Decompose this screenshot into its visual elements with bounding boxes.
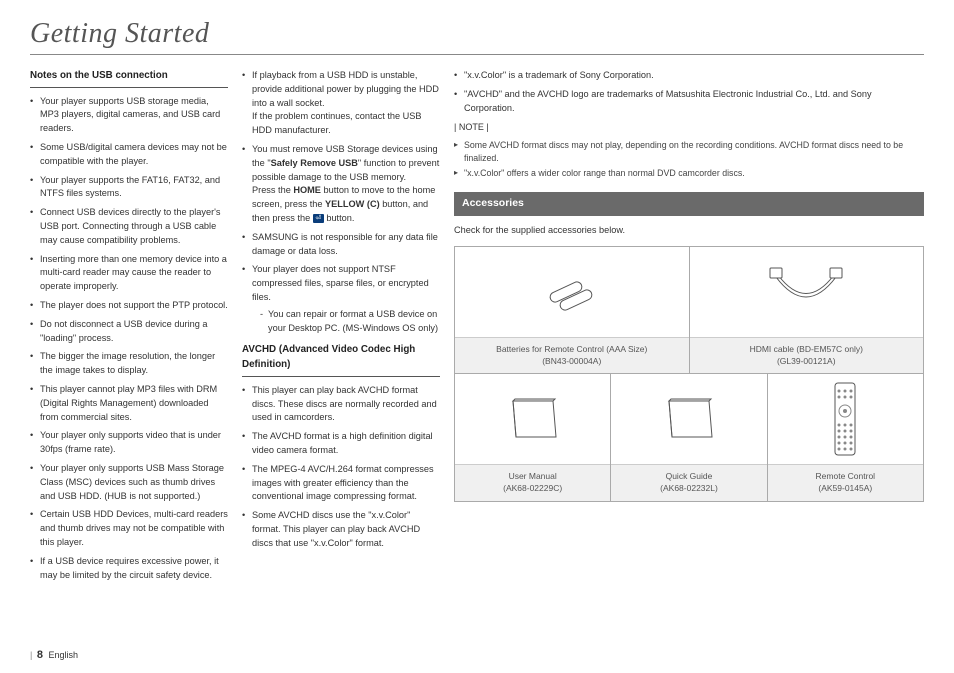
list-item: "x.v.Color" is a trademark of Sony Corpo… bbox=[454, 69, 924, 83]
column-1: Notes on the USB connection Your player … bbox=[30, 69, 228, 587]
list-item: This player cannot play MP3 files with D… bbox=[30, 383, 228, 424]
accessory-code: (AK59-0145A) bbox=[818, 483, 872, 493]
list-item: Some AVCHD format discs may not play, de… bbox=[454, 139, 924, 165]
list-item: "x.v.Color" offers a wider color range t… bbox=[454, 167, 924, 180]
accessory-manual: User Manual (AK68-02229C) bbox=[455, 374, 611, 501]
list-item: If playback from a USB HDD is unstable, … bbox=[242, 69, 440, 138]
usb-list-cont: If playback from a USB HDD is unstable, … bbox=[242, 69, 440, 335]
list-item: Your player does not support NTSF compre… bbox=[242, 263, 440, 335]
accessory-title: User Manual bbox=[509, 471, 557, 481]
accessory-hdmi: HDMI cable (BD-EM57C only) (GL39-00121A) bbox=[690, 247, 924, 374]
accessory-remote: Remote Control (AK59-0145A) bbox=[768, 374, 923, 501]
list-item: Inserting more than one memory device in… bbox=[30, 253, 228, 294]
avchd-list: This player can play back AVCHD format d… bbox=[242, 384, 440, 551]
accessories-intro: Check for the supplied accessories below… bbox=[454, 224, 924, 238]
page-footer: | 8 English bbox=[30, 649, 78, 661]
page-lang: English bbox=[49, 650, 79, 660]
guide-icon bbox=[611, 374, 766, 464]
list-item: The player does not support the PTP prot… bbox=[30, 299, 228, 313]
list-item: Some AVCHD discs use the "x.v.Color" for… bbox=[242, 509, 440, 550]
list-item: The AVCHD format is a high definition di… bbox=[242, 430, 440, 458]
column-2: If playback from a USB HDD is unstable, … bbox=[242, 69, 440, 587]
list-item: You can repair or format a USB device on… bbox=[260, 308, 440, 336]
accessory-code: (BN43-00004A) bbox=[542, 356, 601, 366]
accessory-code: (AK68-02229C) bbox=[503, 483, 562, 493]
list-item: Your player only supports USB Mass Stora… bbox=[30, 462, 228, 503]
usb-list: Your player supports USB storage media, … bbox=[30, 95, 228, 583]
page-number: 8 bbox=[37, 649, 43, 661]
manual-icon bbox=[455, 374, 610, 464]
list-item: The bigger the image resolution, the lon… bbox=[30, 350, 228, 378]
note-list: Some AVCHD format discs may not play, de… bbox=[454, 139, 924, 180]
trademark-list: "x.v.Color" is a trademark of Sony Corpo… bbox=[454, 69, 924, 115]
list-item: You must remove USB Storage devices usin… bbox=[242, 143, 440, 226]
content-columns: Notes on the USB connection Your player … bbox=[30, 69, 924, 587]
list-item: The MPEG-4 AVC/H.264 format compresses i… bbox=[242, 463, 440, 504]
list-item: Connect USB devices directly to the play… bbox=[30, 206, 228, 247]
list-item: Do not disconnect a USB device during a … bbox=[30, 318, 228, 346]
avchd-heading: AVCHD (Advanced Video Codec High Definit… bbox=[242, 343, 440, 376]
accessory-title: Remote Control bbox=[816, 471, 876, 481]
column-3: "x.v.Color" is a trademark of Sony Corpo… bbox=[454, 69, 924, 587]
list-item: Certain USB HDD Devices, multi-card read… bbox=[30, 508, 228, 549]
list-item: Your player supports USB storage media, … bbox=[30, 95, 228, 136]
accessories-row-2: User Manual (AK68-02229C) bbox=[455, 373, 923, 501]
accessory-guide: Quick Guide (AK68-02232L) bbox=[611, 374, 767, 501]
page-title: Getting Started bbox=[30, 18, 924, 55]
note-label: | NOTE | bbox=[454, 121, 924, 135]
list-item: SAMSUNG is not responsible for any data … bbox=[242, 231, 440, 259]
list-item: This player can play back AVCHD format d… bbox=[242, 384, 440, 425]
accessory-batteries: Batteries for Remote Control (AAA Size) … bbox=[455, 247, 690, 374]
batteries-icon bbox=[455, 247, 689, 337]
usb-heading: Notes on the USB connection bbox=[30, 69, 228, 88]
accessory-code: (AK68-02232L) bbox=[660, 483, 718, 493]
accessory-title: Quick Guide bbox=[666, 471, 713, 481]
list-item: Your player supports the FAT16, FAT32, a… bbox=[30, 174, 228, 202]
accessory-code: (GL39-00121A) bbox=[777, 356, 836, 366]
accessories-bar: Accessories bbox=[454, 192, 924, 216]
accessory-title: HDMI cable (BD-EM57C only) bbox=[750, 344, 863, 354]
list-item: Some USB/digital camera devices may not … bbox=[30, 141, 228, 169]
accessory-title: Batteries for Remote Control (AAA Size) bbox=[496, 344, 647, 354]
list-item: If a USB device requires excessive power… bbox=[30, 555, 228, 583]
list-item: "AVCHD" and the AVCHD logo are trademark… bbox=[454, 88, 924, 116]
accessories-row-1: Batteries for Remote Control (AAA Size) … bbox=[455, 247, 923, 374]
hdmi-icon bbox=[690, 247, 924, 337]
accessories-grid: Batteries for Remote Control (AAA Size) … bbox=[454, 246, 924, 503]
list-item: Your player only supports video that is … bbox=[30, 429, 228, 457]
remote-icon bbox=[768, 374, 923, 464]
